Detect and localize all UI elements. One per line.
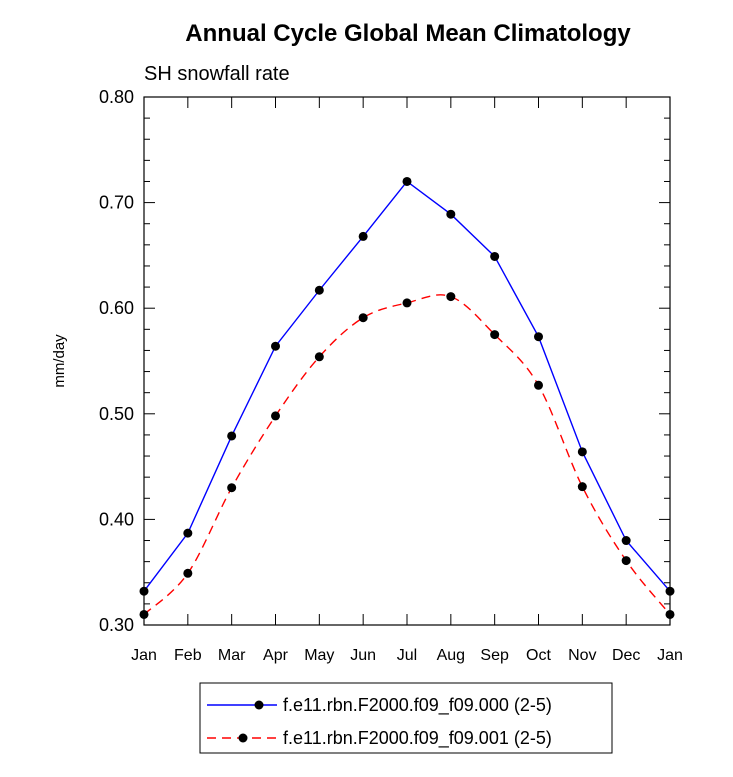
series-2-point	[139, 609, 149, 619]
series-1-point	[490, 251, 500, 261]
series-1-point	[534, 332, 543, 342]
x-tick-label: Dec	[612, 647, 640, 664]
x-tick-label: Sep	[480, 647, 509, 664]
x-tick-label: Feb	[174, 647, 202, 664]
x-tick-label: Jul	[397, 647, 417, 664]
x-tick-label: May	[304, 647, 334, 664]
series-2-point	[358, 313, 368, 323]
series-2-point	[446, 292, 456, 302]
chart-subtitle: SH snowfall rate	[144, 63, 290, 85]
plot-frame	[143, 96, 671, 626]
y-tick-label: 0.80	[99, 87, 134, 107]
series-1-point	[314, 285, 324, 295]
x-tick-label: Aug	[437, 647, 465, 664]
legend-box	[199, 682, 613, 754]
y-tick-label: 0.70	[99, 193, 134, 213]
legend-label-series-1: f.e11.rbn.F2000.f09_f09.000 (2-5)	[283, 695, 552, 716]
series-1-point	[271, 341, 280, 351]
y-tick-label: 0.60	[99, 298, 134, 318]
x-tick-label: Jan	[657, 647, 683, 664]
legend-label-series-2: f.e11.rbn.F2000.f09_f09.001 (2-5)	[283, 728, 552, 749]
y-axis-label: mm/day	[51, 334, 68, 388]
plot-border	[143, 96, 671, 626]
series-1-point	[665, 586, 675, 596]
series-layer	[139, 176, 675, 619]
legend-marker-series-1	[254, 700, 264, 710]
series-2-point	[665, 609, 675, 619]
series-2-point	[271, 411, 280, 421]
series-1-point	[402, 176, 412, 186]
series-1-point	[183, 528, 193, 538]
x-tick-label: Nov	[568, 647, 596, 664]
legend-marker-series-2	[238, 733, 248, 743]
series-2-point	[402, 298, 412, 308]
series-1-point	[227, 431, 237, 441]
y-tick-label: 0.30	[99, 615, 134, 635]
x-tick-label: Apr	[263, 647, 289, 664]
series-1-point	[577, 447, 587, 457]
x-tick-label: Mar	[218, 647, 246, 664]
series-2-point	[621, 556, 631, 566]
y-tick-label: 0.50	[99, 404, 134, 424]
series-2-point	[490, 330, 500, 340]
series-1-point	[446, 209, 456, 219]
series-line-1	[143, 180, 671, 592]
x-tick-label: Jun	[350, 647, 376, 664]
series-1-point	[139, 586, 149, 596]
y-axis-ticks: 0.30 0.40 0.50 0.60 0.70 0.80	[99, 87, 670, 635]
x-tick-label: Jan	[131, 647, 157, 664]
series-2-point	[183, 568, 193, 578]
series-1-point	[358, 231, 368, 241]
series-2-point	[227, 483, 237, 493]
x-tick-label: Oct	[526, 647, 551, 664]
series-2-point	[577, 482, 587, 492]
series-2-point	[534, 380, 543, 390]
series-1-point	[621, 536, 631, 546]
series-2-point	[314, 352, 324, 362]
x-axis-ticks: Jan Feb Mar Apr May Jun Jul Aug Sep Oct Nov Dec Jan	[131, 97, 683, 664]
chart-title: Annual Cycle Global Mean Climatology	[185, 20, 631, 47]
legend: f.e11.rbn.F2000.f09_f09.000 (2-5) f.e11.…	[199, 682, 613, 754]
y-tick-label: 0.40	[99, 509, 134, 529]
